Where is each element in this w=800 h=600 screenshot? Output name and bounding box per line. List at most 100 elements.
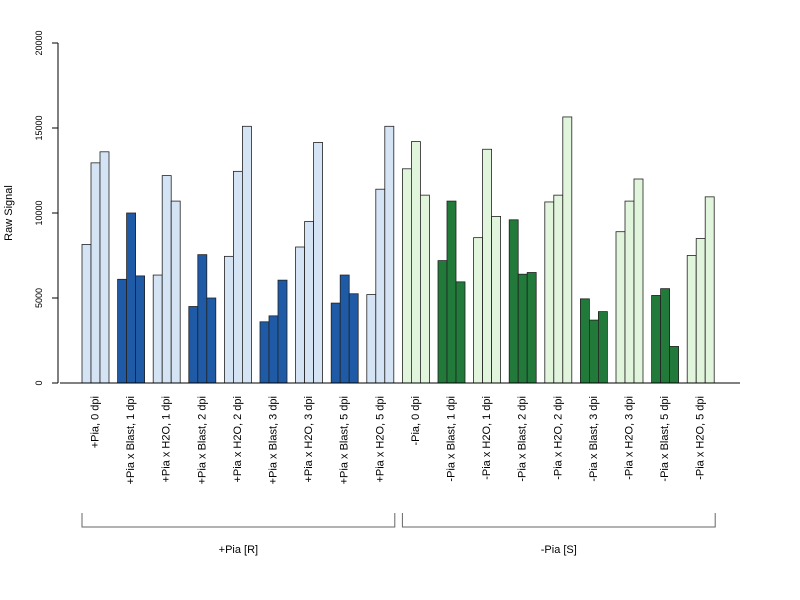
bar: [81, 244, 92, 384]
bar: [651, 295, 661, 384]
y-axis: 0 5000 10000 15000 20000: [34, 30, 59, 386]
bar-group: [81, 151, 110, 384]
group-bracket: [401, 513, 716, 528]
x-tick-label: -Pia x Blast, 2 dpi: [517, 396, 529, 482]
bar: [482, 148, 493, 384]
bar-group: [401, 141, 430, 384]
bar: [197, 254, 208, 384]
bar: [615, 231, 626, 384]
x-tick-label: -Pia x H2O, 2 dpi: [552, 396, 564, 480]
x-tick-label: +Pia x H2O, 1 dpi: [161, 396, 173, 483]
bar: [90, 162, 101, 384]
bar: [401, 168, 412, 384]
bar: [660, 288, 670, 384]
bar-group: [259, 279, 288, 384]
bar: [580, 298, 590, 384]
bar: [259, 321, 270, 384]
bar-group: [615, 178, 644, 384]
group-label: -Pia [S]: [541, 544, 577, 556]
bar: [152, 274, 163, 384]
x-tick-label: +Pia, 0 dpi: [90, 396, 102, 448]
bar: [161, 175, 172, 384]
x-tick-label: -Pia x Blast, 5 dpi: [659, 396, 671, 482]
category-labels: +Pia, 0 dpi +Pia x Blast, 1 dpi +Pia x H2O…: [90, 396, 707, 484]
bar-group: [152, 175, 181, 384]
bar: [313, 142, 324, 384]
bar: [598, 311, 608, 384]
bar: [99, 151, 110, 384]
bar: [624, 200, 635, 384]
bar: [232, 170, 243, 384]
bar: [526, 272, 537, 384]
bar: [686, 255, 697, 384]
bar: [170, 200, 181, 384]
bar: [669, 346, 679, 384]
bar: [206, 297, 217, 384]
bar: [589, 319, 599, 384]
x-tick-label: +Pia x Blast, 2 dpi: [196, 396, 208, 484]
bar: [268, 315, 279, 384]
group-bracket: [81, 513, 396, 528]
bar-group: [473, 148, 502, 384]
x-tick-label: +Pia x Blast, 1 dpi: [125, 396, 137, 484]
bar: [188, 306, 199, 384]
bar: [695, 238, 706, 384]
y-tick-label: 5000: [34, 288, 44, 308]
bar: [339, 274, 350, 384]
y-tick-label: 10000: [34, 200, 44, 225]
bar-group: [330, 274, 359, 384]
y-tick-label: 0: [34, 380, 44, 385]
bar: [366, 294, 377, 384]
bar: [446, 200, 457, 384]
bar-group: [366, 125, 395, 384]
bar-group: [437, 200, 466, 384]
x-tick-label: -Pia x H2O, 5 dpi: [695, 396, 707, 480]
bar: [455, 281, 466, 384]
bar-group: [686, 196, 715, 384]
bar: [223, 255, 234, 384]
bar: [304, 221, 315, 384]
x-tick-label: +Pia x Blast, 3 dpi: [268, 396, 280, 484]
bar: [562, 116, 573, 384]
bar: [117, 278, 127, 384]
bar-group: [223, 125, 252, 384]
x-tick-label: -Pia x Blast, 3 dpi: [588, 396, 600, 482]
bar: [277, 279, 288, 384]
x-tick-label: -Pia x H2O, 1 dpi: [481, 396, 493, 480]
bar: [437, 260, 448, 384]
bar: [633, 178, 644, 384]
bar: [135, 275, 146, 384]
bar-group: [295, 142, 324, 384]
group-label: +Pia [R]: [219, 544, 258, 556]
x-tick-label: +Pia x H2O, 3 dpi: [303, 396, 315, 483]
bar-group: [580, 298, 608, 384]
x-tick-label: -Pia, 0 dpi: [410, 396, 422, 446]
x-tick-label: -Pia x Blast, 1 dpi: [446, 396, 458, 482]
bar: [410, 141, 421, 384]
x-tick-label: -Pia x H2O, 3 dpi: [624, 396, 636, 480]
y-tick-label: 20000: [34, 30, 44, 55]
bar: [553, 194, 564, 384]
bar: [517, 273, 528, 384]
bar: [330, 302, 341, 384]
bar: [491, 215, 502, 384]
bar: [384, 125, 395, 384]
bar: [295, 246, 306, 384]
bar: [473, 237, 484, 384]
x-tick-label: +Pia x Blast, 5 dpi: [339, 396, 351, 484]
group-brackets: +Pia [R] -Pia [S]: [81, 513, 716, 556]
bar: [419, 194, 430, 384]
bar: [704, 196, 715, 384]
x-tick-label: +Pia x H2O, 2 dpi: [232, 396, 244, 483]
bar-group: [508, 219, 537, 384]
bar-group: [651, 288, 679, 384]
bar: [508, 219, 519, 384]
y-tick-label: 15000: [34, 115, 44, 140]
y-axis-label: Raw Signal: [3, 185, 15, 241]
x-tick-label: +Pia x H2O, 5 dpi: [374, 396, 386, 483]
bar: [375, 188, 386, 384]
bar: [348, 293, 359, 384]
bars-group: [81, 116, 715, 384]
bar: [544, 201, 555, 384]
